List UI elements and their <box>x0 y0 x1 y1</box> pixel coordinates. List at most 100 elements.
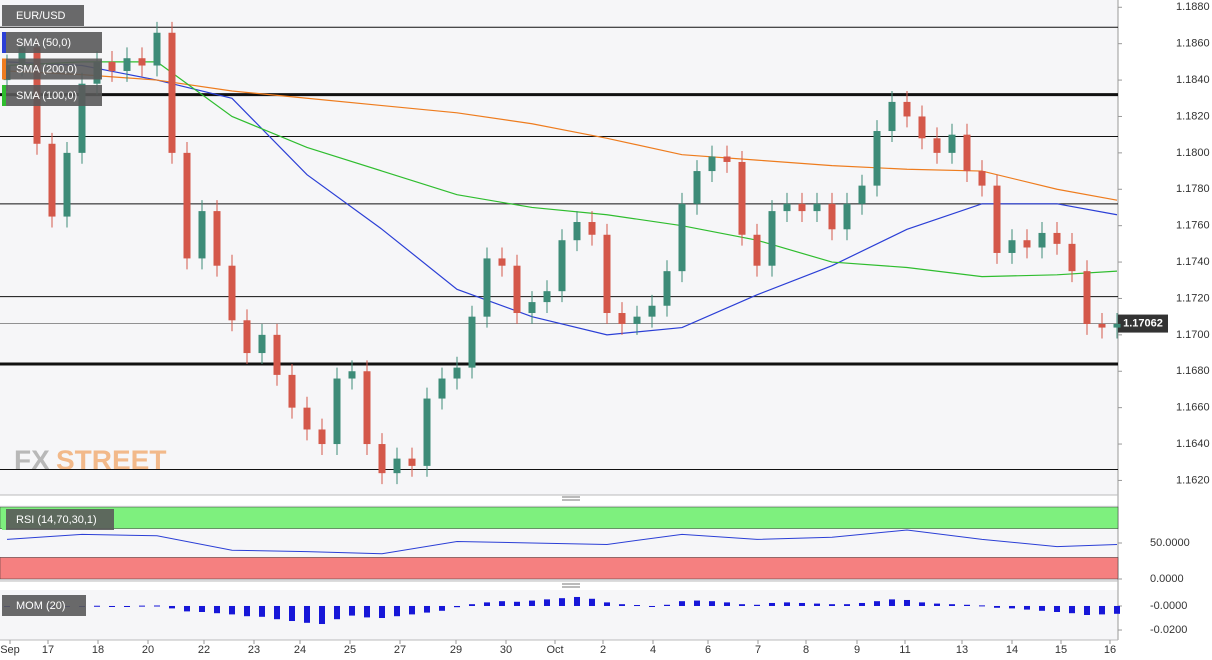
y-tick-label: 1.1700 <box>1176 329 1210 341</box>
mom-bar <box>1114 605 1120 614</box>
mom-bar <box>454 605 460 608</box>
candle-body <box>543 291 551 303</box>
candle-body <box>663 271 671 306</box>
candle-body <box>453 367 461 379</box>
candle-body <box>978 171 986 186</box>
mom-bar <box>394 605 400 617</box>
x-tick-label: 30 <box>500 644 512 656</box>
rsi-label-box <box>2 509 114 530</box>
mom-label-box <box>2 595 86 616</box>
symbol-label: EUR/USD <box>16 10 66 22</box>
candle-body <box>558 240 566 292</box>
y-tick-label: 1.1660 <box>1176 402 1210 414</box>
x-tick-label: 15 <box>1055 644 1067 656</box>
mom-bar <box>574 596 580 606</box>
candle-body <box>438 378 446 399</box>
mom-bar <box>934 603 940 606</box>
x-tick-label: 6 <box>705 644 711 656</box>
mom-bar <box>814 603 820 606</box>
candle-body <box>78 83 86 153</box>
mom-bar <box>379 605 385 619</box>
mom-bar <box>904 599 910 606</box>
x-tick-label: 23 <box>248 644 260 656</box>
mom-bar <box>994 605 1000 608</box>
candle-body <box>468 316 476 368</box>
y-tick-label: 1.1840 <box>1176 74 1210 86</box>
candle-body <box>693 171 701 204</box>
candle-body <box>198 211 206 259</box>
mom-bar <box>499 601 505 606</box>
x-tick-label: 4 <box>650 644 656 656</box>
legend-entry-box <box>2 32 102 53</box>
candle-body <box>528 302 536 314</box>
x-tick-label: 2 <box>600 644 606 656</box>
mom-bar <box>139 605 145 607</box>
candle-body <box>618 313 626 324</box>
mom-bar <box>919 602 925 606</box>
y-tick-label: 1.1800 <box>1176 147 1210 159</box>
candle-body <box>1083 271 1091 324</box>
candle-body <box>183 152 191 259</box>
candle-body <box>1038 232 1046 248</box>
candle-body <box>393 458 401 474</box>
candle-body <box>858 185 866 204</box>
watermark: STREET <box>56 444 166 475</box>
x-tick-label: 24 <box>294 644 306 656</box>
x-tick-label: 11 <box>899 644 910 656</box>
x-tick-label: 29 <box>450 644 462 656</box>
candle-body <box>1098 323 1106 328</box>
mom-bar <box>709 601 715 606</box>
candle-body <box>318 429 326 445</box>
candle-body <box>753 234 761 266</box>
mom-bar <box>784 602 790 606</box>
mom-bar <box>1069 605 1075 614</box>
panel-grip[interactable] <box>562 496 580 501</box>
panel-grip[interactable] <box>562 583 580 588</box>
candle-body <box>48 143 56 217</box>
candle-body <box>333 378 341 445</box>
mom-bar <box>304 605 310 623</box>
mom-bar <box>949 604 955 606</box>
price-tag <box>1118 314 1168 333</box>
mom-bar <box>799 602 805 606</box>
mom-bar <box>439 605 445 611</box>
mom-bar <box>199 605 205 612</box>
mom-bar <box>94 605 100 607</box>
mom-bar <box>529 600 535 606</box>
mom-bar <box>679 601 685 606</box>
mom-bar <box>589 598 595 606</box>
mom-bar <box>184 605 190 612</box>
mom-bar <box>169 605 175 609</box>
mom-bar <box>124 605 130 607</box>
candle-body <box>108 61 116 71</box>
legend-entry-box <box>2 85 102 106</box>
mom-bar <box>739 604 745 606</box>
y-tick-label: 1.1620 <box>1176 474 1210 486</box>
candle-body <box>603 234 611 314</box>
candle-body <box>828 203 836 230</box>
y-tick-label: -0.0200 <box>1150 624 1187 636</box>
candle-body <box>288 374 296 408</box>
mom-bar <box>694 600 700 606</box>
mom-bar <box>979 605 985 607</box>
mom-bar <box>109 605 115 607</box>
x-tick-label: 9 <box>854 644 860 656</box>
candle-body <box>243 320 251 354</box>
candle-body <box>348 371 356 379</box>
mom-label: MOM (20) <box>16 600 66 612</box>
candle-body <box>273 334 281 375</box>
mom-bar <box>289 605 295 622</box>
x-tick-label: 14 <box>1006 644 1018 656</box>
x-tick-label: 8 <box>803 644 809 656</box>
y-tick-label: 0.0000 <box>1150 573 1184 585</box>
y-tick-label: 1.1640 <box>1176 438 1210 450</box>
candle-body <box>483 258 491 317</box>
x-tick-label: 20 <box>142 644 154 656</box>
candle-body <box>648 305 656 317</box>
mom-bar <box>769 602 775 606</box>
y-tick-label: 1.1740 <box>1176 256 1210 268</box>
mom-bar <box>424 605 430 613</box>
y-tick-label: 1.1880 <box>1176 1 1210 13</box>
candle-body <box>363 371 371 445</box>
